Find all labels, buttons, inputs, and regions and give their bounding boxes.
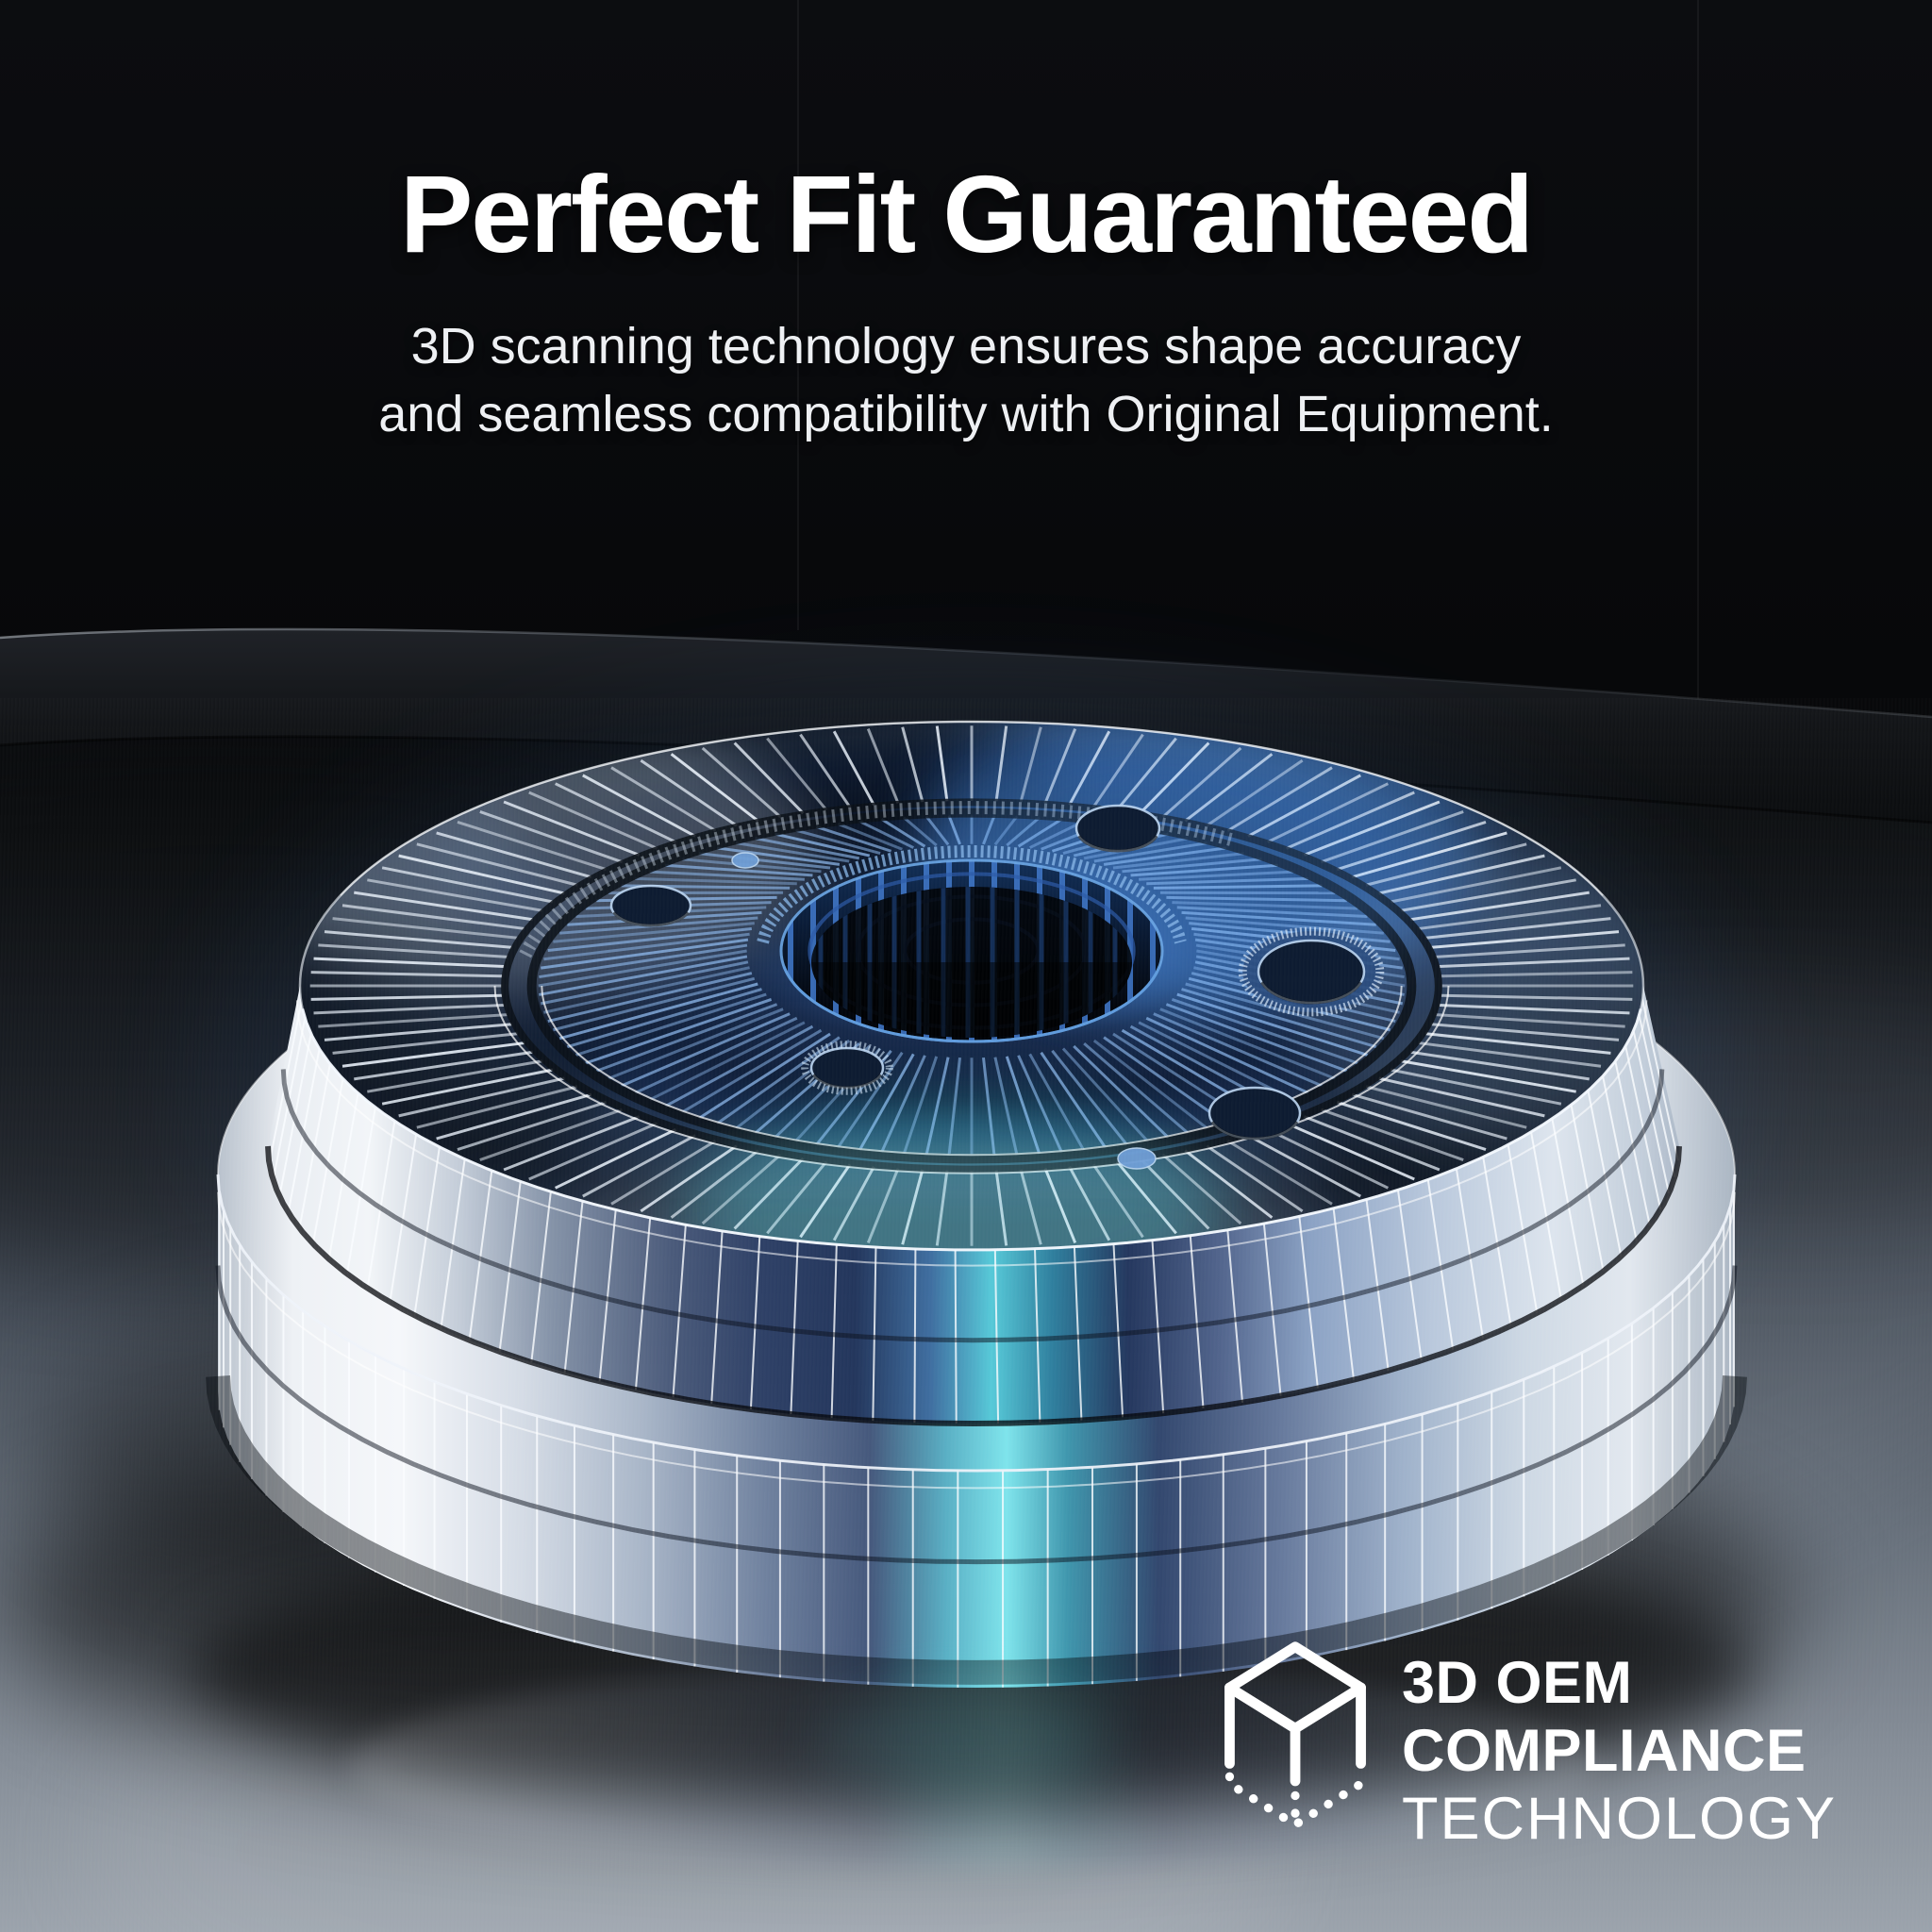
subtitle-line-1: 3D scanning technology ensures shape acc… — [410, 317, 1522, 375]
page-title: Perfect Fit Guaranteed — [399, 153, 1534, 275]
subtitle-line-2: and seamless compatibility with Original… — [378, 386, 1554, 443]
backdrop-wall — [0, 0, 1932, 726]
compliance-badge: 3D OEM COMPLIANCE TECHNOLOGY — [1215, 1634, 1837, 1870]
badge-line-2: COMPLIANCE — [1402, 1718, 1807, 1784]
brake-drum-render — [206, 720, 1747, 1688]
badge-line-1: 3D OEM — [1402, 1650, 1633, 1716]
badge-line-3: TECHNOLOGY — [1402, 1786, 1838, 1852]
wireframe-cube-icon — [1224, 1641, 1366, 1830]
headline: Perfect Fit Guaranteed 3D scanning techn… — [0, 157, 1932, 449]
